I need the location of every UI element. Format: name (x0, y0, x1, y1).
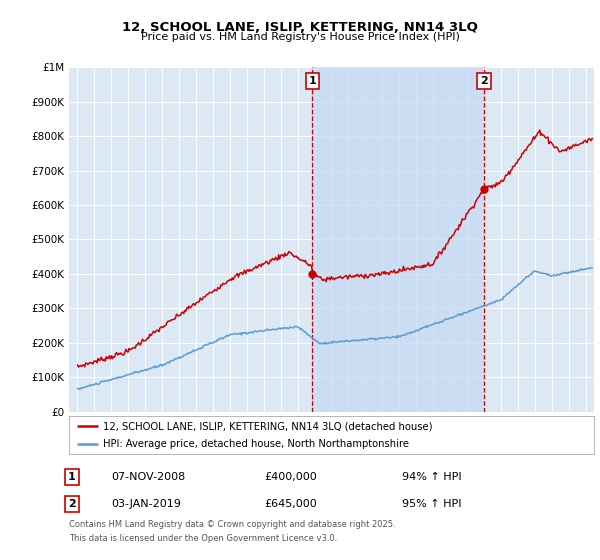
Text: 1: 1 (68, 472, 76, 482)
Text: HPI: Average price, detached house, North Northamptonshire: HPI: Average price, detached house, Nort… (103, 439, 409, 449)
Text: 1: 1 (308, 76, 316, 86)
Bar (313, 67, 484, 412)
Text: 03-JAN-2019: 03-JAN-2019 (111, 499, 181, 509)
Text: This data is licensed under the Open Government Licence v3.0.: This data is licensed under the Open Gov… (69, 534, 337, 543)
Text: Price paid vs. HM Land Registry's House Price Index (HPI): Price paid vs. HM Land Registry's House … (140, 32, 460, 43)
Text: £400,000: £400,000 (264, 472, 317, 482)
Text: 94% ↑ HPI: 94% ↑ HPI (402, 472, 461, 482)
Text: 12, SCHOOL LANE, ISLIP, KETTERING, NN14 3LQ (detached house): 12, SCHOOL LANE, ISLIP, KETTERING, NN14 … (103, 421, 433, 431)
Text: Contains HM Land Registry data © Crown copyright and database right 2025.: Contains HM Land Registry data © Crown c… (69, 520, 395, 529)
Text: 12, SCHOOL LANE, ISLIP, KETTERING, NN14 3LQ: 12, SCHOOL LANE, ISLIP, KETTERING, NN14 … (122, 21, 478, 34)
Text: 07-NOV-2008: 07-NOV-2008 (111, 472, 185, 482)
Text: £645,000: £645,000 (264, 499, 317, 509)
Text: 2: 2 (68, 499, 76, 509)
Text: 2: 2 (480, 76, 488, 86)
Text: 95% ↑ HPI: 95% ↑ HPI (402, 499, 461, 509)
